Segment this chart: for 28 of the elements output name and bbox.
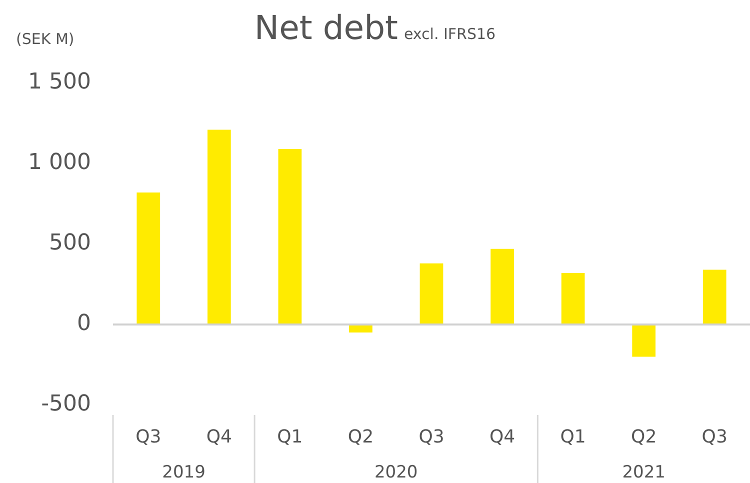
text: 2021 [622,462,666,482]
chart-subtitle: excl. IFRS16 [404,25,496,43]
bar [278,149,302,324]
bar [702,270,726,324]
text: 2020 [374,462,418,482]
x-tick-label: Q2 [631,426,657,448]
chart-title: Net debt [254,8,398,47]
x-tick-label: Q3 [418,426,444,448]
x-tick-label: Q1 [277,426,303,448]
y-tick-label: -500 [41,392,91,417]
y-tick-label: 1 500 [28,70,91,95]
y-tick-label: 1 000 [28,150,91,176]
bar [207,130,231,324]
bar [136,192,160,324]
bar [420,263,444,324]
x-tick-label: Q4 [489,426,516,448]
x-tick-label: Q3 [702,426,728,448]
y-tick-label: 0 [77,311,91,336]
x-tick-label: Q1 [560,426,586,448]
text: 2019 [162,462,206,482]
y-tick-label: 500 [49,230,91,256]
x-tick-label: Q4 [206,426,232,448]
bar [561,272,585,324]
bar [632,324,656,357]
x-tick-label: Q3 [136,426,162,448]
y-axis-title: (SEK M) [16,30,74,48]
x-tick-label: Q2 [348,426,374,448]
bar [490,248,514,324]
